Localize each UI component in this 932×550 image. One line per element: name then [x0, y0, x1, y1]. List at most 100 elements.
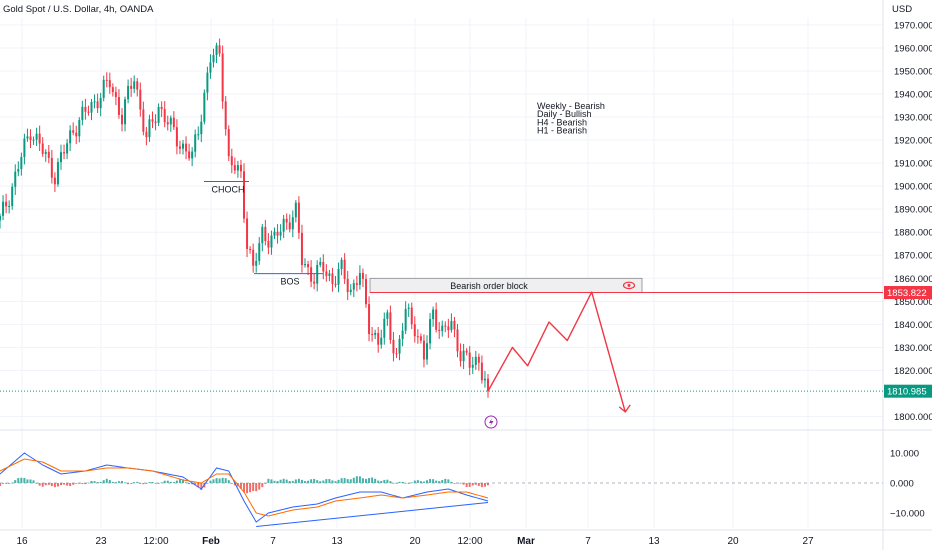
macd-histogram-bar — [368, 478, 371, 483]
candle-body — [288, 222, 291, 230]
macd-histogram-bar — [444, 478, 447, 483]
macd-histogram-bar — [163, 480, 166, 483]
candle-body — [291, 217, 294, 230]
time-tick-label: 12:00 — [457, 536, 482, 547]
candle-body — [145, 131, 148, 138]
macd-histogram-bar — [450, 481, 453, 483]
macd-histogram-bar — [93, 481, 96, 483]
candle-body — [0, 215, 1, 221]
candle-body — [90, 102, 93, 113]
forecast-arrowhead — [618, 404, 631, 413]
candle-body — [185, 143, 188, 152]
macd-histogram-bar — [331, 480, 334, 483]
macd-histogram-bar — [206, 483, 209, 484]
macd-histogram-bar — [447, 479, 450, 483]
candle-body — [163, 109, 166, 123]
candle-body — [114, 92, 117, 98]
macd-histogram-bar — [273, 480, 276, 483]
candle-body — [41, 143, 44, 154]
candle-body — [44, 151, 47, 154]
candle-body — [459, 351, 462, 362]
macd-histogram-bar — [72, 483, 75, 485]
candle-body — [218, 45, 221, 54]
candle-body — [130, 85, 133, 89]
macd-histogram-bar — [188, 483, 191, 485]
candle-body — [157, 107, 160, 123]
macd-histogram-bar — [456, 482, 459, 484]
macd-histogram-bar — [294, 479, 297, 483]
candle-body — [66, 143, 69, 154]
macd-histogram-bar — [487, 483, 489, 486]
candle-body — [209, 62, 212, 73]
candle-body — [133, 81, 136, 89]
macd-histogram-bar — [218, 478, 221, 483]
candle-body — [38, 133, 41, 144]
candle-body — [386, 312, 389, 319]
candle-body — [258, 243, 261, 261]
candle-body — [17, 169, 20, 172]
macd-histogram-bar — [212, 479, 215, 483]
candle-body — [468, 352, 471, 368]
candle-body — [96, 101, 99, 109]
price-tick-label: 1970.000 — [894, 20, 932, 31]
candle-body — [404, 308, 407, 331]
candle-body — [346, 278, 349, 293]
time-tick-label: 20 — [409, 536, 421, 547]
candle-body — [11, 186, 14, 206]
candle-body — [5, 201, 8, 207]
macd-histogram-bar — [282, 478, 285, 483]
candle-body — [108, 80, 111, 88]
macd-histogram-bar — [355, 476, 358, 483]
time-tick-label: 13 — [648, 536, 660, 547]
candle-body — [224, 101, 227, 130]
candle-body — [282, 218, 285, 232]
candle-body — [285, 218, 288, 223]
candle-body — [23, 138, 26, 158]
macd-histogram-bar — [328, 479, 331, 483]
macd-histogram-bar — [124, 482, 127, 484]
macd-histogram-bar — [99, 481, 102, 483]
bias-line: H1 - Bearish — [537, 126, 587, 136]
candle-body — [453, 320, 456, 330]
macd-histogram-bar — [316, 480, 319, 483]
candle-body — [300, 232, 303, 265]
time-tick-label: 27 — [802, 536, 814, 547]
candle-body — [8, 205, 11, 207]
candle-body — [206, 72, 209, 93]
candle-body — [389, 312, 392, 340]
macd-histogram-bar — [429, 478, 432, 483]
macd-histogram-bar — [75, 483, 78, 484]
candle-body — [276, 231, 279, 236]
time-tick-label: Mar — [517, 536, 535, 547]
macd-histogram-bar — [69, 483, 72, 487]
candle-body — [447, 326, 450, 331]
time-tick-label: 13 — [331, 536, 343, 547]
candle-body — [297, 202, 300, 233]
candle-body — [169, 117, 172, 125]
macd-histogram-bar — [383, 479, 386, 483]
price-tick-label: 1950.000 — [894, 66, 932, 77]
macd-histogram-bar — [20, 477, 23, 483]
macd-histogram-bar — [29, 479, 32, 483]
candle-body — [310, 267, 313, 282]
eye-icon — [622, 281, 636, 290]
macd-histogram-bar — [142, 483, 145, 485]
macd-histogram-bar — [310, 479, 313, 483]
macd-histogram-bar — [8, 483, 11, 484]
macd-histogram-bar — [285, 479, 288, 483]
candle-body — [383, 318, 386, 338]
candle-body — [212, 55, 215, 63]
macd-histogram-bar — [148, 482, 151, 483]
macd-histogram-bar — [389, 481, 392, 483]
macd-histogram-bar — [270, 479, 273, 483]
macd-histogram-bar — [438, 481, 441, 483]
candle-body — [480, 362, 483, 381]
candle-body — [252, 249, 255, 266]
candle-body — [47, 151, 50, 158]
price-tick-label: 1870.000 — [894, 251, 932, 262]
candle-body — [227, 129, 230, 157]
candle-body — [148, 119, 151, 138]
macd-histogram-bar — [11, 482, 14, 484]
time-tick-label: 12:00 — [143, 536, 168, 547]
